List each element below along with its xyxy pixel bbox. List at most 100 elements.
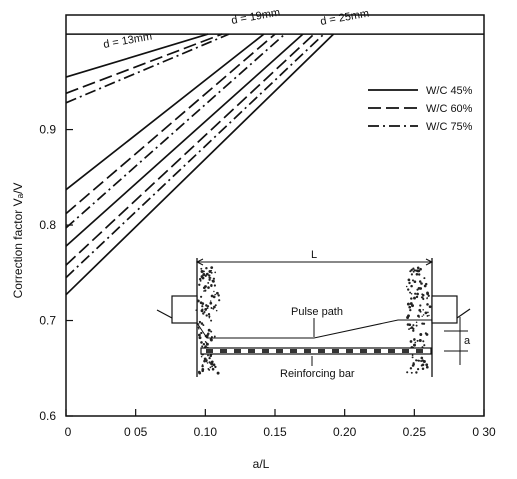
concrete-aggregate-dot bbox=[415, 324, 418, 327]
concrete-aggregate-dot bbox=[417, 368, 420, 371]
concrete-aggregate-dot bbox=[420, 356, 424, 360]
pulse-path-line bbox=[196, 319, 432, 339]
bar-rib bbox=[402, 349, 409, 353]
concrete-aggregate-dot bbox=[215, 309, 218, 312]
concrete-aggregate-dot bbox=[408, 281, 411, 285]
concrete-aggregate-dot bbox=[421, 293, 424, 296]
concrete-aggregate-dot bbox=[421, 360, 423, 362]
concrete-aggregate-dot bbox=[197, 370, 201, 374]
inset-diagram: L Pulse path Reinforcing bar a bbox=[156, 249, 471, 380]
concrete-aggregate-dot bbox=[410, 284, 413, 288]
concrete-aggregate-dot bbox=[407, 288, 410, 291]
legend-label: W/C 75% bbox=[426, 121, 473, 133]
concrete-aggregate-dot bbox=[406, 316, 410, 319]
y-tick-label: 0.6 bbox=[39, 409, 56, 423]
series-line bbox=[65, 33, 286, 229]
bar-rib bbox=[388, 349, 395, 353]
concrete-aggregate-dot bbox=[216, 291, 219, 295]
concrete-aggregate-dot bbox=[197, 333, 201, 337]
series-line bbox=[65, 33, 315, 266]
bar-rib bbox=[248, 349, 255, 353]
pulse-path-label: Pulse path bbox=[291, 306, 343, 318]
concrete-aggregate-dot bbox=[209, 277, 212, 279]
series-line bbox=[65, 33, 230, 104]
concrete-aggregate-dot bbox=[202, 343, 206, 346]
concrete-aggregate-dot bbox=[423, 284, 427, 288]
concrete-aggregate-dot bbox=[198, 336, 202, 340]
reinforcing-bar bbox=[200, 347, 432, 355]
legend: W/C 45% W/C 60% W/C 75% bbox=[368, 85, 473, 133]
concrete-aggregate-dot bbox=[213, 290, 215, 293]
series-line bbox=[65, 33, 335, 296]
concrete-aggregate-dot bbox=[420, 282, 423, 285]
concrete-aggregate-dot bbox=[202, 273, 206, 276]
concrete-aggregate-dot bbox=[424, 282, 428, 286]
concrete-aggregate-dot bbox=[410, 273, 413, 276]
series-line bbox=[65, 33, 223, 95]
concrete-aggregate-dot bbox=[207, 354, 209, 357]
concrete-aggregate-dot bbox=[412, 324, 415, 327]
concrete-aggregate-dot bbox=[209, 366, 212, 369]
concrete-aggregate-dot bbox=[409, 327, 412, 330]
concrete-aggregate-dot bbox=[414, 292, 417, 295]
concrete-aggregate-dot bbox=[207, 313, 211, 316]
concrete-aggregate-dot bbox=[198, 283, 201, 286]
concrete-aggregate-dot bbox=[412, 267, 415, 270]
concrete-aggregate-dot bbox=[200, 355, 203, 358]
right-transducer bbox=[431, 295, 458, 324]
concrete-aggregate-dot bbox=[425, 333, 429, 336]
concrete-aggregate-dot bbox=[201, 305, 204, 308]
concrete-aggregate-dot bbox=[204, 307, 208, 311]
concrete-aggregate-dot bbox=[208, 356, 211, 360]
bar-rib bbox=[318, 349, 325, 353]
concrete-aggregate-dot bbox=[423, 344, 426, 347]
concrete-aggregate-dot bbox=[418, 308, 422, 312]
concrete-aggregate-dot bbox=[212, 295, 216, 299]
left-transducer bbox=[171, 295, 198, 324]
bar-rib bbox=[276, 349, 283, 353]
concrete-aggregate-dot bbox=[204, 289, 207, 292]
concrete-aggregate-dot bbox=[407, 278, 411, 282]
concrete-aggregate-dot bbox=[415, 273, 419, 276]
concrete-aggregate-dot bbox=[201, 368, 205, 371]
concrete-aggregate-dot bbox=[214, 271, 217, 274]
concrete-aggregate-dot bbox=[202, 324, 205, 327]
concrete-aggregate-dot bbox=[417, 314, 420, 318]
concrete-aggregate-dot bbox=[207, 286, 210, 289]
concrete-aggregate-dot bbox=[208, 315, 211, 318]
left-transducer-cable bbox=[156, 309, 173, 319]
concrete-aggregate-dot bbox=[203, 357, 207, 361]
concrete-aggregate-dot bbox=[408, 305, 412, 309]
concrete-aggregate-dot bbox=[205, 266, 208, 270]
bar-rib bbox=[346, 349, 353, 353]
concrete-aggregate-dot bbox=[409, 367, 413, 370]
concrete-aggregate-dot bbox=[426, 291, 429, 295]
concrete-aggregate-dot bbox=[410, 293, 413, 295]
concrete-aggregate-dot bbox=[217, 294, 220, 297]
concrete-aggregate-dot bbox=[418, 339, 422, 342]
concrete-aggregate-dot bbox=[213, 305, 216, 309]
concrete-aggregate-dot bbox=[419, 333, 423, 336]
concrete-aggregate-dot bbox=[425, 365, 429, 369]
concrete-aggregate-dot bbox=[413, 296, 416, 300]
concrete-aggregate-dot bbox=[416, 292, 419, 296]
concrete-aggregate-dot bbox=[408, 323, 411, 326]
concrete-aggregate-dot bbox=[203, 290, 205, 292]
concrete-aggregate-dot bbox=[199, 301, 203, 305]
concrete-aggregate-dot bbox=[409, 291, 412, 294]
concrete-aggregate-dot bbox=[422, 340, 425, 343]
concrete-aggregate-dot bbox=[418, 360, 421, 362]
concrete-aggregate-dot bbox=[207, 332, 210, 335]
concrete-aggregate-dot bbox=[416, 288, 419, 291]
concrete-aggregate-dot bbox=[200, 275, 204, 279]
concrete-aggregate-dot bbox=[208, 274, 211, 277]
concrete-aggregate-dot bbox=[408, 328, 410, 330]
concrete-aggregate-dot bbox=[414, 341, 417, 344]
concrete-aggregate-dot bbox=[201, 364, 204, 368]
x-tick-label: 0 05 bbox=[124, 425, 148, 439]
concrete-aggregate-dot bbox=[211, 365, 214, 368]
bar-rib bbox=[416, 349, 423, 353]
concrete-aggregate-dot bbox=[206, 362, 209, 364]
concrete-aggregate-dot bbox=[210, 319, 213, 322]
concrete-aggregate-dot bbox=[199, 279, 202, 282]
